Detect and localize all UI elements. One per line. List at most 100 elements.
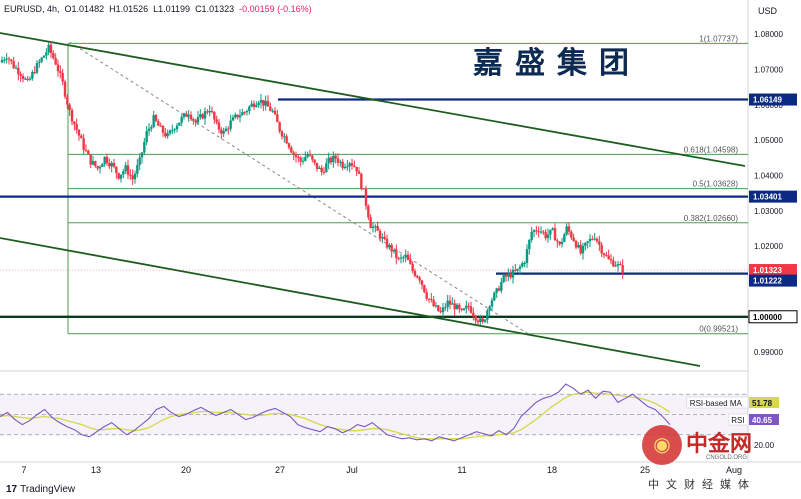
candle-body <box>24 78 27 80</box>
fib-label-0: 1(1.07737) <box>699 34 738 43</box>
candle-body <box>567 226 571 232</box>
candle-body <box>357 171 361 174</box>
candle-body <box>61 72 64 82</box>
candle-body <box>201 114 204 119</box>
candle-body <box>285 136 288 144</box>
candle-body <box>332 155 335 163</box>
candle-body <box>157 121 160 126</box>
candle-body <box>56 64 60 72</box>
candle-body <box>182 113 186 118</box>
candle-body <box>122 171 125 175</box>
price-tag-2: 1.01323 <box>753 266 782 275</box>
candle-body <box>518 266 522 269</box>
candle-body <box>168 130 172 134</box>
candle-body <box>210 110 214 112</box>
change-value: -0.00159 (-0.16%) <box>239 4 312 14</box>
candle-body <box>343 166 347 169</box>
candle-body <box>311 155 314 160</box>
candle-body <box>245 110 249 113</box>
candle-body <box>483 319 487 322</box>
price-tag-bg-1 <box>749 190 797 203</box>
y-tick-label-6: 1.02000 <box>754 242 783 251</box>
candle-body <box>280 131 284 137</box>
candle-body <box>287 143 291 148</box>
candle-body <box>558 241 561 245</box>
x-tick-label-5: 11 <box>457 465 466 475</box>
candle-body <box>136 164 139 174</box>
candle-body <box>112 162 116 167</box>
candle-body <box>605 255 608 257</box>
candle-body <box>432 299 435 307</box>
candle-body <box>395 249 398 259</box>
candle-body <box>108 163 111 167</box>
candle-body <box>437 305 440 312</box>
candle-body <box>586 241 589 243</box>
candle-body <box>346 166 349 168</box>
y-tick-label-3: 1.05000 <box>754 136 783 145</box>
candle-body <box>229 120 232 129</box>
candle-body <box>537 231 540 233</box>
tradingview-logo[interactable]: 17 TradingView <box>6 484 75 495</box>
candle-body <box>178 122 181 126</box>
price-tag-1: 1.03401 <box>753 193 782 202</box>
x-tick-label-0: 7 <box>21 465 26 475</box>
candle-body <box>159 125 162 127</box>
candle-body <box>110 162 113 167</box>
candle-body <box>35 62 39 73</box>
candle-body <box>348 163 351 167</box>
candle-body <box>133 173 137 180</box>
rsi-value-bg-0 <box>749 397 779 408</box>
candle-body <box>73 121 76 125</box>
candle-body <box>455 304 459 310</box>
candle-body <box>334 155 337 159</box>
y-tick-label-1: 1.07000 <box>754 65 783 74</box>
price-tag-0: 1.06149 <box>753 96 782 105</box>
candle-body <box>588 238 592 242</box>
candle-body <box>189 114 193 120</box>
high-value: H1.01526 <box>109 4 149 14</box>
candle-body <box>341 161 344 169</box>
candle-body <box>418 277 421 281</box>
candle-body <box>185 113 188 117</box>
rsi-legend-bg-0 <box>686 396 749 409</box>
candle-body <box>101 164 104 167</box>
candle-body <box>5 58 8 60</box>
candle-body <box>84 149 88 151</box>
candle-body <box>325 163 328 173</box>
candle-body <box>420 280 424 286</box>
candle-body <box>266 100 270 107</box>
candle-body <box>467 305 470 307</box>
candle-body <box>126 165 130 175</box>
candle-body <box>451 303 454 305</box>
candle-body <box>33 72 36 74</box>
candle-body <box>252 103 256 107</box>
candle-body <box>556 240 559 242</box>
candle-body <box>469 306 473 313</box>
candle-body <box>616 264 620 266</box>
price-tag-4: 1.00000 <box>753 313 782 322</box>
candle-body <box>600 244 603 254</box>
candle-body <box>560 241 564 245</box>
candle-body <box>171 130 174 132</box>
candle-body <box>234 114 237 118</box>
candle-body <box>570 231 573 238</box>
candle-body <box>0 60 4 63</box>
candle-body <box>539 231 543 233</box>
candle-body <box>614 265 617 267</box>
candle-body <box>481 318 484 322</box>
candle-body <box>574 240 578 248</box>
candle-body <box>577 244 580 248</box>
candle-body <box>413 271 417 276</box>
rsi-legend-bg-1 <box>727 413 749 426</box>
candle-body <box>399 257 403 259</box>
candle-body <box>579 244 582 254</box>
x-tick-label-4: Jul <box>346 465 358 475</box>
candle-body <box>479 318 482 323</box>
price-tag-3: 1.01222 <box>753 277 782 286</box>
candle-body <box>495 288 498 293</box>
candle-body <box>138 157 141 165</box>
candle-body <box>215 119 218 123</box>
candle-body <box>392 249 396 252</box>
candle-body <box>369 217 372 229</box>
